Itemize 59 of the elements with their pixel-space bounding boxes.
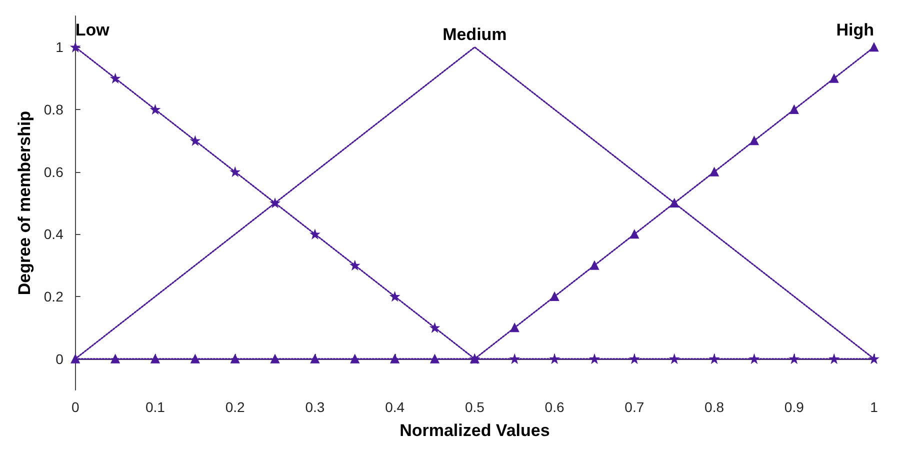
y-tick-label: 0.6 (44, 164, 64, 180)
x-tick-label: 0.1 (145, 399, 166, 415)
y-tick-label: 1 (56, 39, 64, 56)
point (750, 354, 759, 364)
series-label: Low (75, 20, 110, 40)
point (150, 105, 160, 114)
y-tick-label: 0 (56, 350, 64, 367)
x-tick-label: 0.9 (784, 399, 804, 415)
x-tick-label: 0.6 (544, 399, 564, 415)
point (110, 354, 120, 364)
series-label: High (836, 20, 874, 40)
point (630, 230, 639, 239)
point (110, 74, 120, 83)
point (550, 292, 560, 301)
point (830, 354, 839, 364)
x-tick-label: 0.5 (464, 399, 485, 415)
x-tick-label: 0 (71, 399, 80, 415)
x-axis-title: Normalized Values (400, 421, 550, 440)
x-tick-label: 0.8 (704, 399, 724, 415)
point (230, 167, 240, 176)
y-tick-label: 0.8 (44, 102, 64, 118)
point (190, 354, 200, 364)
point (70, 42, 80, 52)
point (670, 354, 679, 364)
point (870, 42, 878, 52)
x-tick-label: 0.4 (385, 399, 405, 415)
point (830, 74, 839, 83)
point (710, 167, 719, 176)
x-tick-label: 0.7 (624, 399, 644, 415)
point (230, 354, 240, 364)
point (390, 354, 400, 364)
series-label: Medium (442, 25, 507, 44)
y-tick-label: 0.2 (44, 288, 64, 304)
point (350, 260, 360, 270)
point (790, 105, 799, 114)
point (350, 354, 360, 364)
point (590, 260, 599, 270)
point (390, 292, 400, 301)
y-axis-title: Degree of membership (15, 110, 34, 296)
point (190, 136, 200, 146)
point (590, 354, 599, 364)
point (510, 354, 520, 364)
point (710, 354, 719, 364)
point (270, 354, 280, 364)
x-tick-label: 0.3 (305, 399, 325, 415)
point (310, 230, 320, 239)
point (750, 136, 759, 146)
point (630, 354, 639, 364)
point (510, 323, 520, 332)
point (430, 354, 440, 364)
point (150, 354, 160, 364)
point (270, 198, 280, 208)
y-tick-label: 0.4 (44, 226, 64, 242)
x-tick-label: 0.2 (225, 399, 246, 415)
point (790, 354, 799, 364)
point (310, 354, 320, 364)
x-tick-label: 1 (870, 399, 878, 415)
point (430, 323, 440, 332)
point (550, 354, 560, 364)
